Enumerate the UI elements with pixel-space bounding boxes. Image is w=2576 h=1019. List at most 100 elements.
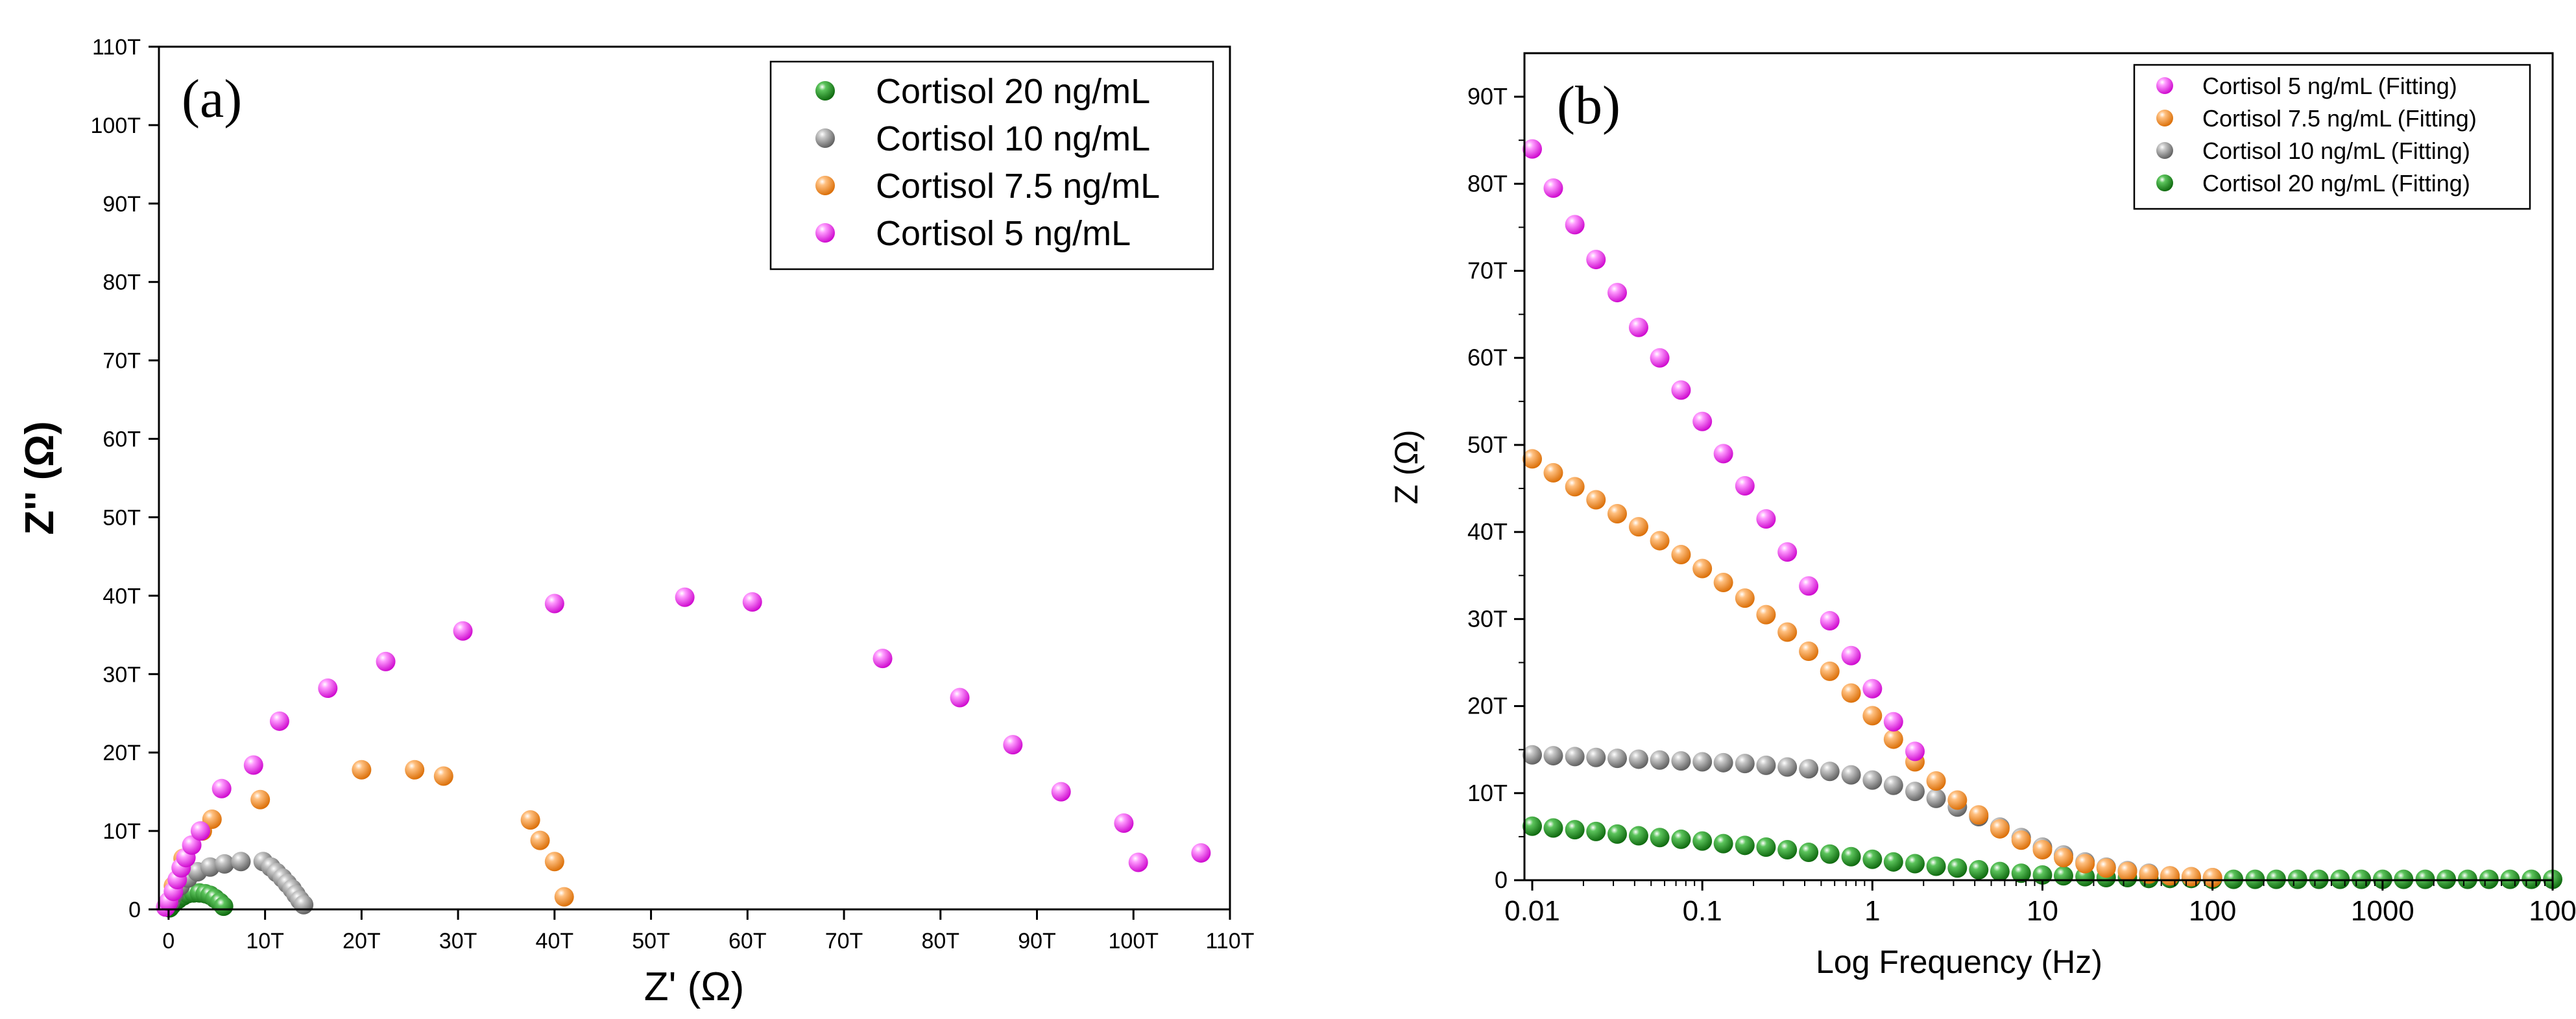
panel-a-x-tick-label: 0 bbox=[162, 929, 175, 953]
panel-b-x-tick-label: 10 bbox=[2027, 895, 2058, 927]
panel-b-y-tick-label: 60T bbox=[1467, 344, 1508, 371]
panel-a-point-cortisol-5-ng-ml bbox=[1051, 782, 1071, 802]
panel-b-x-tick-label: 100 bbox=[2189, 895, 2236, 927]
panel-a-point-cortisol-10-ng-ml bbox=[215, 854, 235, 874]
panel-b-point-cortisol-20-ng-ml-fitting bbox=[1841, 846, 1861, 867]
panel-b-legend-entry: Cortisol 20 ng/mL (Fitting) bbox=[2202, 170, 2470, 197]
panel-b-point-cortisol-10-ng-ml-fitting bbox=[1692, 752, 1713, 772]
panel-b-legend-marker bbox=[2156, 174, 2173, 191]
panel-b-point-cortisol-7-5-ng-ml-fitting bbox=[2117, 861, 2137, 881]
panel-b-point-cortisol-7-5-ng-ml-fitting bbox=[1969, 805, 1989, 825]
panel-b-y-tick-label: 90T bbox=[1467, 83, 1508, 110]
panel-a-x-tick-label: 40T bbox=[536, 929, 574, 953]
panel-b-y-tick-label: 50T bbox=[1467, 431, 1508, 458]
panel-a-point-cortisol-5-ng-ml bbox=[182, 835, 202, 855]
panel-b-point-cortisol-7-5-ng-ml-fitting bbox=[2139, 864, 2159, 884]
panel-b-point-cortisol-20-ng-ml-fitting bbox=[1522, 816, 1542, 836]
panel-b-point-cortisol-20-ng-ml-fitting bbox=[1947, 858, 1968, 878]
panel-a-x-tick-label: 10T bbox=[246, 929, 284, 953]
panel-b-point-cortisol-20-ng-ml-fitting bbox=[1543, 818, 1563, 838]
panel-a-point-cortisol-5-ng-ml bbox=[1128, 852, 1148, 872]
panel-b-x-ticks: 0.01 0.1 1 10 100 1000 100 bbox=[1504, 880, 2576, 927]
panel-b-y-tick-label: 40T bbox=[1467, 518, 1508, 545]
panel-b-point-cortisol-20-ng-ml-fitting bbox=[1735, 835, 1755, 856]
panel-b-point-cortisol-7-5-ng-ml-fitting bbox=[1671, 545, 1691, 565]
panel-b-y-tick-label: 0 bbox=[1495, 867, 1508, 893]
panel-b-point-cortisol-10-ng-ml-fitting bbox=[1607, 749, 1627, 769]
panel-a-legend-marker bbox=[815, 176, 835, 195]
panel-b-point-cortisol-7-5-ng-ml-fitting bbox=[1926, 771, 1946, 791]
panel-a-x-tick-label: 50T bbox=[632, 929, 670, 953]
panel-b-point-cortisol-5-ng-ml-fitting bbox=[1799, 576, 1819, 596]
panel-a-point-cortisol-7-5-ng-ml bbox=[544, 852, 564, 872]
panel-a-point-cortisol-5-ng-ml bbox=[675, 587, 695, 607]
panel-a-legend-entry: Cortisol 7.5 ng/mL bbox=[876, 167, 1160, 206]
panel-a-y-tick-label: 80T bbox=[102, 270, 141, 295]
panel-a-points bbox=[156, 587, 1211, 918]
panel-b-point-cortisol-10-ng-ml-fitting bbox=[1628, 749, 1648, 769]
panel-b-point-cortisol-10-ng-ml-fitting bbox=[1543, 746, 1563, 766]
panel-b-point-cortisol-5-ng-ml-fitting bbox=[1692, 411, 1713, 431]
panel-b-y-tick-label: 30T bbox=[1467, 605, 1508, 632]
panel-b-point-cortisol-7-5-ng-ml-fitting bbox=[1756, 605, 1776, 625]
panel-a-x-axis-title: Z' (Ω) bbox=[644, 965, 745, 1009]
panel-b-point-cortisol-20-ng-ml-fitting bbox=[1586, 821, 1606, 841]
panel-b-x-axis-title: Log Frequency (Hz) bbox=[1816, 944, 2102, 980]
panel-a-legend-entry: Cortisol 10 ng/mL bbox=[876, 119, 1150, 158]
panel-b-point-cortisol-5-ng-ml-fitting bbox=[1565, 215, 1585, 235]
panel-b-point-cortisol-20-ng-ml-fitting bbox=[1905, 854, 1925, 874]
panel-b-point-cortisol-5-ng-ml-fitting bbox=[1522, 139, 1542, 159]
panel-a-point-cortisol-7-5-ng-ml bbox=[530, 830, 550, 850]
panel-a-point-cortisol-20-ng-ml bbox=[213, 896, 234, 917]
panel-b-point-cortisol-20-ng-ml-fitting bbox=[1883, 852, 1903, 872]
panel-a-point-cortisol-5-ng-ml bbox=[376, 651, 396, 671]
panel-b-point-cortisol-7-5-ng-ml-fitting bbox=[2160, 866, 2180, 886]
panel-a-x-tick-label: 30T bbox=[439, 929, 477, 953]
panel-a-chart: 0 10T 20T 30T 40T 50T 60T 70T 80T 90T 100T 110T 0 10… bbox=[18, 35, 1254, 1009]
panel-b-point-cortisol-7-5-ng-ml-fitting bbox=[1777, 622, 1798, 642]
panel-a-point-cortisol-7-5-ng-ml bbox=[554, 887, 574, 907]
panel-a-y-tick-label: 40T bbox=[102, 584, 141, 608]
panel-b-point-cortisol-5-ng-ml-fitting bbox=[1841, 645, 1861, 665]
panel-a-point-cortisol-10-ng-ml bbox=[200, 857, 220, 877]
panel-a-point-cortisol-7-5-ng-ml bbox=[520, 810, 540, 830]
panel-b-x-tick-label: 1 bbox=[1864, 895, 1880, 927]
panel-b-point-cortisol-5-ng-ml-fitting bbox=[1671, 380, 1691, 400]
panel-b-point-cortisol-5-ng-ml-fitting bbox=[1628, 317, 1648, 337]
panel-b-point-cortisol-7-5-ng-ml-fitting bbox=[1628, 517, 1648, 537]
panel-a-point-cortisol-7-5-ng-ml bbox=[250, 789, 271, 809]
panel-b-point-cortisol-10-ng-ml-fitting bbox=[1650, 750, 1670, 770]
panel-b-points bbox=[1522, 139, 2562, 889]
panel-b-point-cortisol-5-ng-ml-fitting bbox=[1650, 348, 1670, 368]
panel-b-point-cortisol-10-ng-ml-fitting bbox=[1713, 752, 1733, 773]
panel-b-point-cortisol-5-ng-ml-fitting bbox=[1777, 542, 1798, 562]
panel-b-legend-box bbox=[2133, 64, 2531, 210]
panel-a-legend-marker bbox=[815, 128, 835, 148]
panel-a-x-tick-label: 70T bbox=[825, 929, 863, 953]
panel-b-point-cortisol-20-ng-ml-fitting bbox=[2011, 863, 2031, 883]
panel-b-y-tick-label: 70T bbox=[1467, 258, 1508, 284]
panel-a-point-cortisol-5-ng-ml bbox=[1114, 813, 1134, 833]
panel-b-point-cortisol-5-ng-ml-fitting bbox=[1586, 250, 1606, 270]
panel-a-point-cortisol-10-ng-ml bbox=[294, 894, 314, 915]
panel-b-legend-marker bbox=[2156, 77, 2173, 94]
panel-b-point-cortisol-7-5-ng-ml-fitting bbox=[1799, 641, 1819, 662]
panel-b-y-tick-label: 10T bbox=[1467, 780, 1508, 806]
panel-a-point-cortisol-5-ng-ml bbox=[544, 593, 564, 614]
panel-a-y-axis-title: Z'' (Ω) bbox=[18, 421, 62, 535]
panel-a-point-cortisol-5-ng-ml bbox=[211, 778, 232, 798]
panel-b-y-ticks: 0 10T 20T 30T 40T 50T 60T 70T 80T 90T bbox=[1467, 83, 1524, 893]
panel-a-x-ticks: 0 10T 20T 30T 40T 50T 60T 70T 80T 90T 100T 110T bbox=[162, 909, 1254, 953]
panel-b-x-tick-label: 0.01 bbox=[1504, 895, 1560, 927]
panel-b-point-cortisol-10-ng-ml-fitting bbox=[1820, 761, 1840, 782]
panel-b-point-cortisol-7-5-ng-ml-fitting bbox=[1883, 729, 1903, 749]
panel-b-point-cortisol-5-ng-ml-fitting bbox=[1820, 611, 1840, 631]
panel-b-point-cortisol-7-5-ng-ml-fitting bbox=[2032, 840, 2052, 860]
panel-a-y-tick-label: 100T bbox=[91, 114, 141, 138]
panel-b-y-tick-label: 80T bbox=[1467, 170, 1508, 197]
panel-b-point-cortisol-7-5-ng-ml-fitting bbox=[1820, 661, 1840, 681]
panel-b-legend-marker bbox=[2156, 142, 2173, 159]
panel-b-point-cortisol-20-ng-ml-fitting bbox=[1713, 833, 1733, 854]
panel-b-legend-entry: Cortisol 10 ng/mL (Fitting) bbox=[2202, 138, 2470, 164]
